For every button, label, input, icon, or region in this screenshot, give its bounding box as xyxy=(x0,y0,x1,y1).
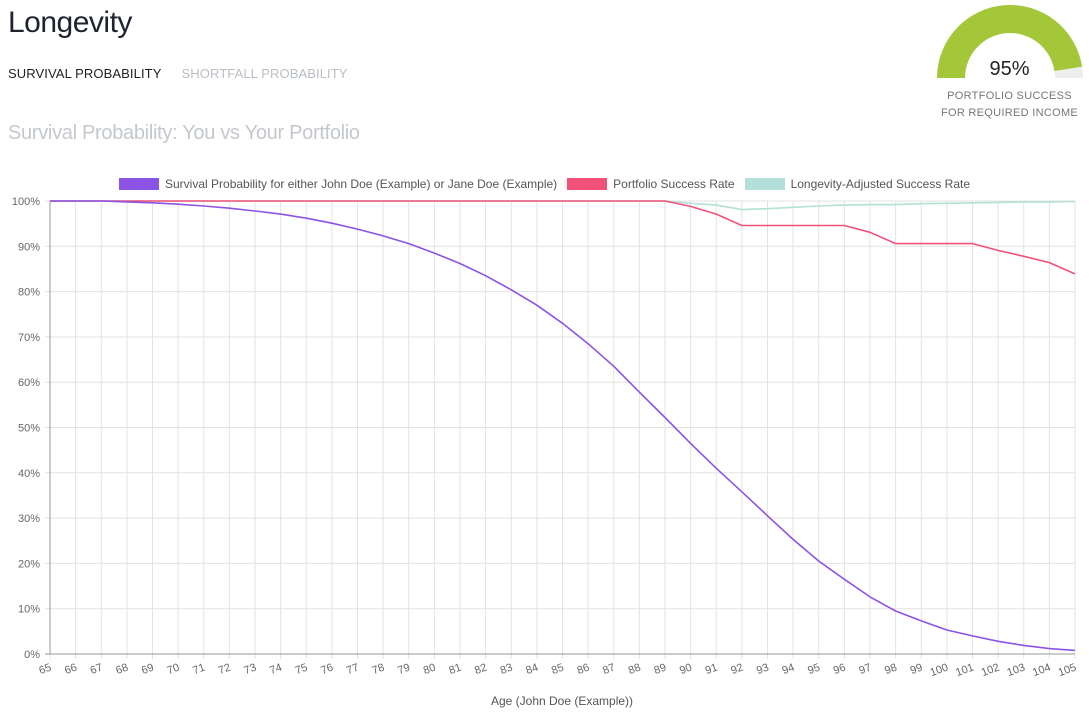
chart-legend: Survival Probability for either John Doe… xyxy=(0,177,1089,191)
legend-label-survival: Survival Probability for either John Doe… xyxy=(165,177,558,191)
x-tick-label: 89 xyxy=(652,662,668,677)
y-tick-label: 20% xyxy=(18,558,40,570)
x-tick-label: 68 xyxy=(114,662,130,677)
legend-swatch-survival xyxy=(119,178,159,190)
x-tick-label: 73 xyxy=(242,662,258,677)
y-tick-label: 70% xyxy=(18,332,40,344)
y-tick-label: 40% xyxy=(18,468,40,480)
x-tick-label: 86 xyxy=(576,662,592,677)
x-tick-label: 101 xyxy=(954,662,975,680)
gauge-value: 95% xyxy=(989,58,1030,80)
x-tick-label: 88 xyxy=(627,662,643,677)
x-tick-label: 81 xyxy=(447,662,463,677)
x-tick-label: 102 xyxy=(980,662,1001,680)
series-line-portfolio xyxy=(50,200,1076,275)
y-tick-label: 50% xyxy=(18,423,40,435)
gauge-label-line1: PORTFOLIO SUCCESS xyxy=(947,90,1072,102)
y-tick-label: 0% xyxy=(24,649,40,661)
x-tick-label: 103 xyxy=(1005,662,1026,680)
x-tick-label: 66 xyxy=(63,662,79,677)
y-tick-label: 30% xyxy=(18,513,40,525)
x-tick-label: 93 xyxy=(755,662,771,677)
x-tick-label: 97 xyxy=(857,662,873,677)
x-tick-label: 79 xyxy=(396,662,412,677)
x-tick-label: 83 xyxy=(499,662,515,677)
legend-item-longevity[interactable]: Longevity-Adjusted Success Rate xyxy=(744,177,970,191)
x-tick-label: 78 xyxy=(371,662,387,677)
x-tick-label: 105 xyxy=(1057,662,1078,680)
y-tick-label: 60% xyxy=(18,377,40,389)
gauge-label-line2: FOR REQUIRED INCOME xyxy=(940,107,1079,119)
gauge-graphic xyxy=(937,5,1083,79)
page-title: Longevity xyxy=(8,6,132,39)
x-axis-label: Age (John Doe (Example)) xyxy=(490,694,634,708)
x-tick-label: 90 xyxy=(678,662,694,677)
legend-swatch-portfolio xyxy=(567,178,608,190)
x-tick-label: 95 xyxy=(806,662,822,677)
x-tick-label: 98 xyxy=(883,662,899,677)
x-tick-label: 65 xyxy=(37,662,53,677)
x-tick-label: 69 xyxy=(140,662,156,677)
tab-survival-probability[interactable]: SURVIVAL PROBABILITY xyxy=(8,66,162,81)
legend-label-longevity: Longevity-Adjusted Success Rate xyxy=(790,177,970,191)
success-gauge: 95% PORTFOLIO SUCCESS FOR REQUIRED INCOM… xyxy=(930,0,1089,130)
y-tick-label: 90% xyxy=(18,241,40,253)
x-tick-label: 71 xyxy=(191,662,207,677)
x-tick-label: 72 xyxy=(217,662,233,677)
x-tick-label: 94 xyxy=(781,662,797,677)
chart-title: Survival Probability: You vs Your Portfo… xyxy=(8,122,360,144)
x-tick-label: 91 xyxy=(704,662,720,677)
y-tick-label: 80% xyxy=(18,287,40,299)
x-tick-label: 67 xyxy=(89,662,105,677)
x-tick-label: 80 xyxy=(422,662,438,677)
gauge-label: PORTFOLIO SUCCESS FOR REQUIRED INCOME xyxy=(930,88,1089,122)
x-tick-label: 99 xyxy=(909,662,925,677)
x-tick-label: 85 xyxy=(550,662,566,677)
x-tick-label: 96 xyxy=(832,662,848,677)
series-line-survival xyxy=(50,200,1076,652)
legend-swatch-longevity xyxy=(744,178,785,190)
x-tick-label: 82 xyxy=(473,662,489,677)
gauge-fill xyxy=(937,5,1083,79)
x-tick-label: 76 xyxy=(319,662,335,677)
x-tick-label: 77 xyxy=(345,662,361,677)
x-tick-label: 75 xyxy=(294,662,310,677)
legend-item-portfolio[interactable]: Portfolio Success Rate xyxy=(567,177,735,191)
x-tick-label: 70 xyxy=(166,662,182,677)
tab-bar: SURVIVAL PROBABILITY SHORTFALL PROBABILI… xyxy=(8,66,348,81)
x-tick-label: 87 xyxy=(601,662,617,677)
x-tick-label: 100 xyxy=(929,662,950,680)
legend-label-portfolio: Portfolio Success Rate xyxy=(613,177,735,191)
x-tick-label: 74 xyxy=(268,662,284,677)
tab-shortfall-probability[interactable]: SHORTFALL PROBABILITY xyxy=(181,66,348,81)
x-tick-label: 104 xyxy=(1031,662,1052,680)
y-tick-label: 100% xyxy=(12,196,40,208)
y-tick-label: 10% xyxy=(18,604,40,616)
legend-item-survival[interactable]: Survival Probability for either John Doe… xyxy=(119,177,557,191)
x-tick-label: 84 xyxy=(524,662,540,677)
x-tick-label: 92 xyxy=(729,662,745,677)
